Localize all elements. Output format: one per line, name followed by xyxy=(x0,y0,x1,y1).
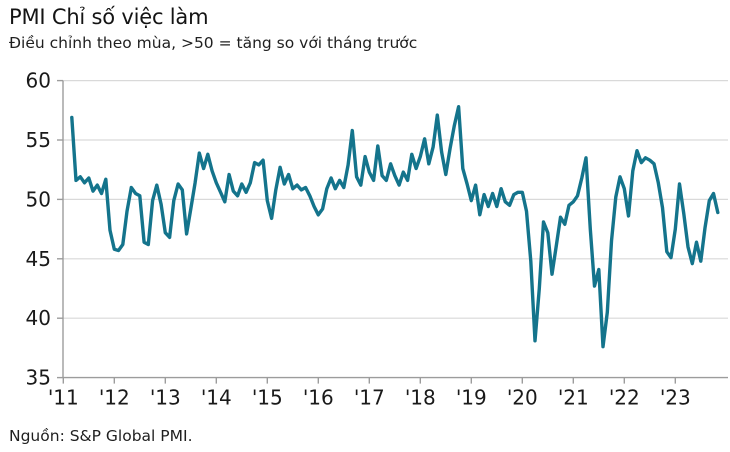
y-tick-label: 35 xyxy=(26,366,51,390)
x-tick-label: '23 xyxy=(660,386,691,410)
x-tick-label: '13 xyxy=(150,386,181,410)
y-tick-label: 50 xyxy=(26,187,51,211)
source-note: Nguồn: S&P Global PMI. xyxy=(9,427,193,445)
x-tick-label: '16 xyxy=(303,386,334,410)
x-tick-label: '22 xyxy=(609,386,640,410)
x-tick-label: '21 xyxy=(558,386,589,410)
x-tick-label: '15 xyxy=(252,386,283,410)
chart-subtitle: Điều chỉnh theo mùa, >50 = tăng so với t… xyxy=(9,34,418,52)
x-tick-label: '18 xyxy=(405,386,436,410)
chart-title: PMI Chỉ số việc làm xyxy=(9,5,209,29)
x-tick-label: '20 xyxy=(507,386,538,410)
x-tick-label: '11 xyxy=(48,386,79,410)
x-tick-label: '12 xyxy=(99,386,130,410)
y-tick-label: 40 xyxy=(26,306,51,330)
x-tick-label: '14 xyxy=(201,386,232,410)
x-tick-label: '19 xyxy=(456,386,487,410)
pmi-employment-series-line xyxy=(70,104,720,349)
y-tick-label: 55 xyxy=(26,128,51,152)
x-tick-label: '17 xyxy=(354,386,385,410)
y-tick-label: 60 xyxy=(26,69,51,93)
y-tick-label: 45 xyxy=(26,247,51,271)
